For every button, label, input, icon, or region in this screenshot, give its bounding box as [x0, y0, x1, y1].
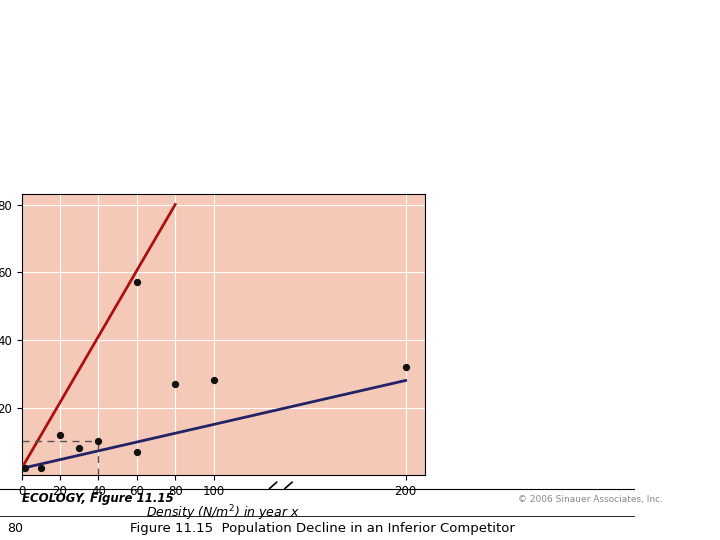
Point [208, 376, 220, 385]
Point [131, 278, 143, 287]
Point [93, 437, 104, 445]
Point [169, 380, 181, 388]
Point [73, 444, 85, 453]
Text: 80: 80 [7, 522, 23, 535]
Point [19, 464, 31, 472]
X-axis label: Density (N/m$^2$) in year $x$: Density (N/m$^2$) in year $x$ [146, 503, 300, 523]
Point [35, 464, 47, 472]
Text: © 2006 Sinauer Associates, Inc.: © 2006 Sinauer Associates, Inc. [518, 495, 663, 504]
Text: Figure 11.15  Population Decline in an Inferior Competitor: Figure 11.15 Population Decline in an In… [130, 522, 515, 535]
Text: ECOLOGY, Figure 11.15: ECOLOGY, Figure 11.15 [22, 492, 174, 505]
Point [400, 363, 411, 372]
Point [54, 430, 66, 439]
Point [131, 447, 143, 456]
